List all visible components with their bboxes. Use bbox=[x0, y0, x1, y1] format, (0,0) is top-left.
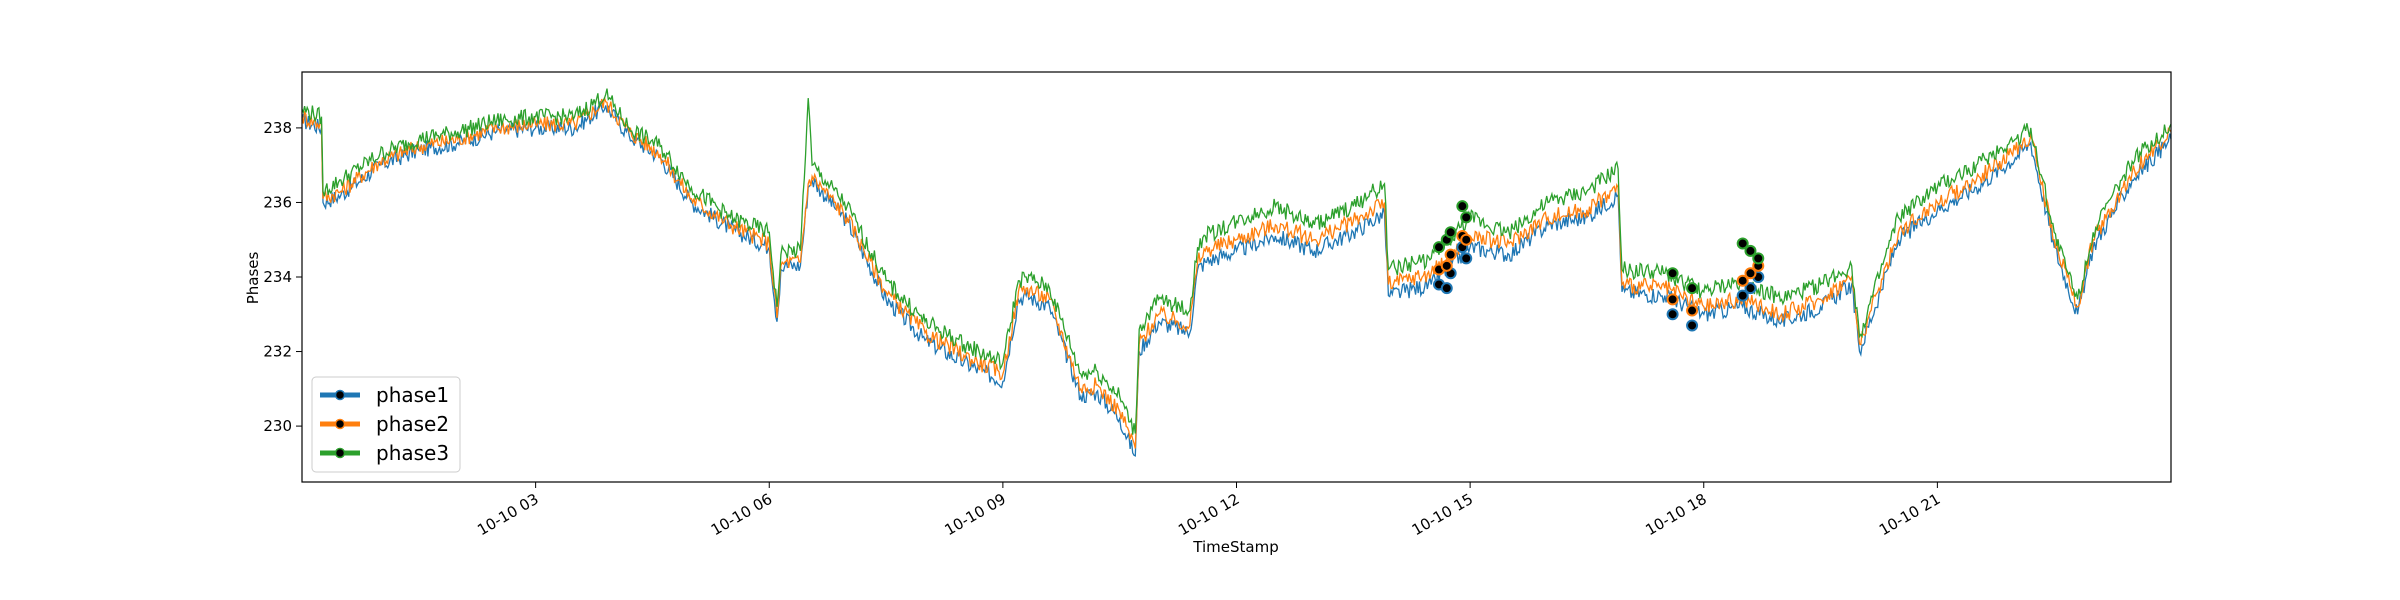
y-tick-label: 234 bbox=[263, 268, 292, 286]
plot-area-frame bbox=[301, 71, 2172, 483]
y-tick-label: 238 bbox=[263, 119, 292, 137]
marker-point-phase3 bbox=[1666, 267, 1679, 280]
series-line-phase2 bbox=[301, 97, 2172, 449]
legend-label-phase1: phase1 bbox=[376, 383, 449, 407]
x-tick-label: 10-10 03 bbox=[474, 490, 541, 539]
x-axis-ticks: 10-10 03 10-10 06 10-10 09 10-10 12 10-10 15… bbox=[474, 482, 1943, 539]
legend-marker-phase2 bbox=[334, 418, 346, 430]
marker-point-phase1 bbox=[1744, 282, 1757, 295]
series-line-phase1 bbox=[301, 100, 2172, 457]
marker-point-phase3 bbox=[1444, 226, 1457, 239]
marker-point-phase3 bbox=[1460, 211, 1473, 224]
y-axis-label: Phases bbox=[244, 252, 262, 305]
x-tick-label: 10-10 15 bbox=[1409, 490, 1476, 539]
marker-point-phase1 bbox=[1686, 319, 1699, 332]
x-tick-label: 10-10 21 bbox=[1876, 490, 1943, 539]
x-tick-label: 10-10 12 bbox=[1175, 490, 1242, 539]
x-axis-label: TimeStamp bbox=[1192, 538, 1278, 556]
y-tick-label: 236 bbox=[263, 193, 292, 211]
marker-point-phase2 bbox=[1736, 274, 1749, 287]
marker-point-phase3 bbox=[1456, 200, 1469, 213]
x-tick-label: 10-10 06 bbox=[708, 490, 775, 539]
marker-point-phase3 bbox=[1752, 252, 1765, 265]
marker-point-phase2 bbox=[1460, 233, 1473, 246]
x-tick-label: 10-10 18 bbox=[1642, 490, 1709, 539]
anomaly-markers bbox=[1432, 200, 1765, 332]
marker-point-phase2 bbox=[1444, 248, 1457, 261]
y-axis-ticks: 230 232 234 236 238 bbox=[263, 119, 302, 435]
y-tick-label: 232 bbox=[263, 343, 292, 361]
marker-point-phase3 bbox=[1744, 244, 1757, 257]
marker-point-phase2 bbox=[1744, 267, 1757, 280]
legend-label-phase2: phase2 bbox=[376, 412, 449, 436]
series-lines bbox=[301, 88, 2172, 457]
marker-point-phase1 bbox=[1736, 289, 1749, 302]
legend-label-phase3: phase3 bbox=[376, 441, 449, 465]
marker-point-phase3 bbox=[1686, 282, 1699, 295]
marker-point-phase1 bbox=[1460, 252, 1473, 265]
legend: phase1 phase2 phase3 bbox=[311, 376, 461, 473]
marker-point-phase1 bbox=[1666, 308, 1679, 321]
legend-marker-phase1 bbox=[334, 389, 346, 401]
marker-point-phase2 bbox=[1440, 259, 1453, 272]
y-tick-label: 230 bbox=[263, 417, 292, 435]
marker-point-phase2 bbox=[1686, 304, 1699, 317]
series-line-phase3 bbox=[301, 88, 2172, 435]
marker-point-phase3 bbox=[1736, 237, 1749, 250]
legend-marker-phase3 bbox=[334, 447, 346, 459]
marker-point-phase2 bbox=[1666, 293, 1679, 306]
marker-point-phase1 bbox=[1440, 282, 1453, 295]
marker-point-phase3 bbox=[1432, 241, 1445, 254]
legend-box bbox=[311, 376, 461, 473]
x-tick-label: 10-10 09 bbox=[941, 490, 1008, 539]
